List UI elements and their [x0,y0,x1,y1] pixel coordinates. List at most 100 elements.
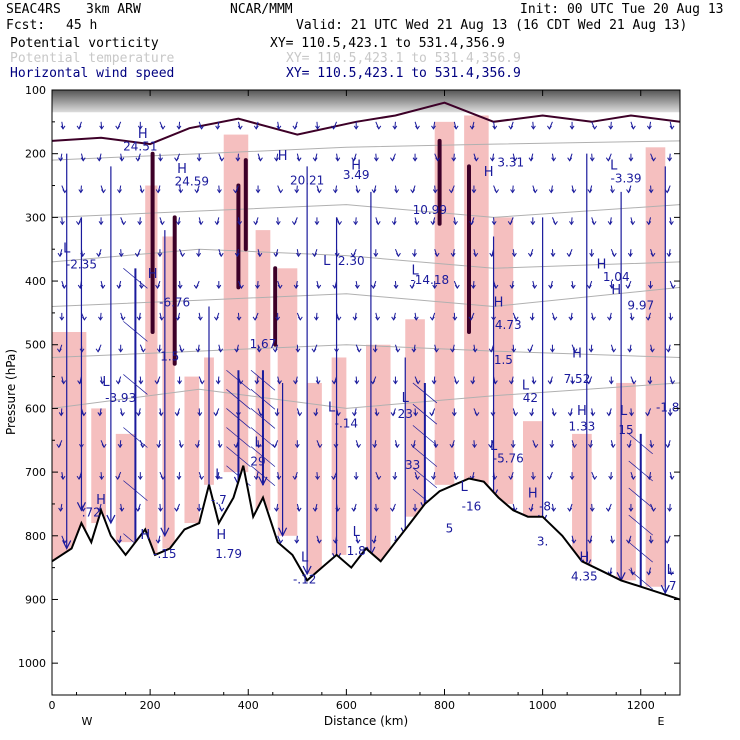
extremum-label: L [102,375,110,390]
wind-barb [628,514,653,536]
x-end-label-west: W [82,715,93,728]
wind-barb [628,541,653,563]
wind-vector-head [291,221,297,226]
wind-vector-head [468,316,474,321]
wind-vector [630,408,633,416]
wind-vector [512,344,515,352]
wind-vector-head [435,157,441,162]
wind-vector-head [218,348,224,353]
wind-vector-head [216,189,222,194]
wind-vector-head [158,412,164,417]
extremum-label: -.14 [335,417,358,431]
wind-vector-head [137,475,143,481]
wind-vector-head [199,475,205,481]
wind-barb [250,408,276,429]
wind-vector-head [237,221,243,226]
wind-barb [412,403,438,425]
wind-vector-head [588,443,593,449]
wind-vector-head [608,380,614,385]
wind-vector [453,312,456,320]
wind-vector-head [589,157,595,162]
wind-vector-head [76,221,81,226]
wind-vector-head [238,380,244,385]
extremum-label: H [528,487,538,502]
wind-vector-head [175,221,181,226]
wind-vector-head [373,507,379,512]
pv-shading-region [572,433,592,568]
wind-vector-head [234,348,240,353]
header-init: Init: 00 UTC Tue 20 Aug 13 [520,2,724,17]
wind-vector-head [532,189,538,194]
x-tick-label: 1200 [627,699,655,712]
wind-vector-head [331,475,336,481]
wind-vector-head [80,157,86,162]
wind-vector-head [174,412,180,417]
wind-vector-head [492,125,498,130]
extremum-label: 4.35 [571,569,598,583]
wind-vector-head [392,125,398,130]
theta-isentrope [52,344,680,358]
wind-vector-head [629,316,635,321]
wind-vector-head [450,252,456,258]
header-fcst-label: Fcst: [6,18,46,33]
wind-barb [628,460,653,482]
extremum-label: H [611,283,621,298]
wind-vector-head [527,348,533,353]
wind-vector-head [335,157,341,162]
wind-vector-head [78,189,84,194]
wind-vector-head [610,539,615,544]
wind-vector-head [628,507,634,512]
wind-vector-head [645,316,651,321]
wind-vector [218,185,220,193]
wind-vector-head [376,125,382,130]
wind-vector-head [390,412,396,417]
extremum-label: 3.31 [497,155,524,169]
wind-vector-head [452,316,458,321]
y-tick-label: 900 [25,593,46,606]
wind-vector-head [375,316,381,321]
wind-vector [493,217,495,225]
extremum-label: 7.52 [564,372,591,386]
wind-vector-head [512,157,518,162]
wind-vector-head [115,380,121,385]
extremum-label: -.7 [211,493,227,507]
y-tick-label: 600 [25,402,46,415]
extremum-label: -16 [462,499,482,513]
theta-isentrope [52,248,680,269]
wind-vector-head [449,443,455,449]
wind-vector-head [376,475,382,481]
wind-vector [158,344,161,352]
wind-vector-head [355,189,361,194]
wind-column-head [62,540,72,550]
field-wind-xy: XY= 110.5,423.1 to 531.4,356.9 [286,66,521,81]
wind-vector-head [394,189,400,194]
wind-vector [472,281,475,289]
field-pv-name: Potential vorticity [10,36,159,51]
wind-vector-head [548,284,554,289]
extremum-label: 1.33 [569,420,596,434]
wind-vector [669,503,671,511]
header-model: 3km ARW [86,2,141,17]
wind-vector-head [629,412,634,417]
wind-vector-head [591,221,597,226]
wind-column-head [106,514,116,525]
extremum-label: .72 [82,506,101,520]
wind-vector-head [157,252,163,258]
wind-vector-head [139,284,144,289]
wind-vector-head [296,507,302,512]
wind-vector-head [292,475,298,481]
wind-vector-head [648,284,653,289]
wind-barb [226,369,251,391]
pv-shading-region [645,147,666,587]
wind-vector-head [666,252,672,258]
wind-vector-head [257,252,263,258]
wind-vector-head [317,443,323,449]
wind-vector-head [219,157,225,162]
wind-vector-head [353,125,359,130]
wind-vector-head [572,443,577,449]
wind-vector-head [120,412,125,417]
wind-vector-head [587,189,593,194]
wind-vector-head [489,157,495,162]
wind-vector-head [610,189,615,194]
y-tick-label: 400 [25,275,46,288]
